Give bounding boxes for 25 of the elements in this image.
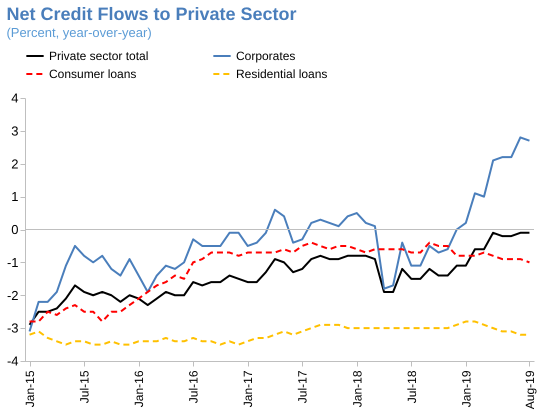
x-tick-label: Jan-19 bbox=[459, 370, 474, 408]
x-tick-label: Jul-16 bbox=[186, 370, 201, 404]
x-tick-label: Jan-16 bbox=[132, 370, 146, 408]
x-tick-label: Aug-19 bbox=[522, 370, 537, 410]
x-tick-label: Jul-17 bbox=[296, 370, 310, 404]
y-tick-label: 2 bbox=[11, 156, 18, 172]
y-tick-label: -2 bbox=[6, 288, 18, 303]
legend-label: Consumer loans bbox=[49, 67, 136, 81]
x-tick-label: Jan-17 bbox=[241, 370, 256, 408]
y-tick-label: -3 bbox=[6, 320, 18, 336]
y-tick-label: 0 bbox=[11, 222, 18, 237]
legend-label: Private sector total bbox=[49, 49, 148, 63]
legend-label: Residential loans bbox=[236, 67, 328, 81]
x-tick-label: Jul-18 bbox=[404, 370, 419, 404]
x-tick-label: Jan-18 bbox=[350, 370, 364, 408]
chart-subtitle: (Percent, year-over-year) bbox=[6, 25, 152, 40]
y-tick-label: 3 bbox=[11, 123, 18, 138]
y-tick-label: -1 bbox=[6, 254, 18, 270]
legend-label: Corporates bbox=[236, 49, 296, 63]
x-tick-label: Jan-15 bbox=[23, 370, 38, 408]
y-tick-label: 1 bbox=[11, 189, 18, 204]
y-tick-label: 4 bbox=[11, 90, 18, 106]
x-tick-label: Jul-15 bbox=[78, 370, 92, 404]
chart-title: Net Credit Flows to Private Sector bbox=[6, 4, 297, 24]
y-tick-label: -4 bbox=[6, 354, 18, 368]
